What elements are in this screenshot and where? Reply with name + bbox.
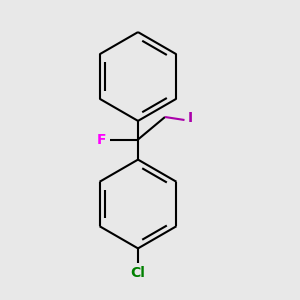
Text: Cl: Cl bbox=[130, 266, 146, 280]
Text: F: F bbox=[97, 133, 106, 146]
Text: I: I bbox=[188, 112, 193, 125]
